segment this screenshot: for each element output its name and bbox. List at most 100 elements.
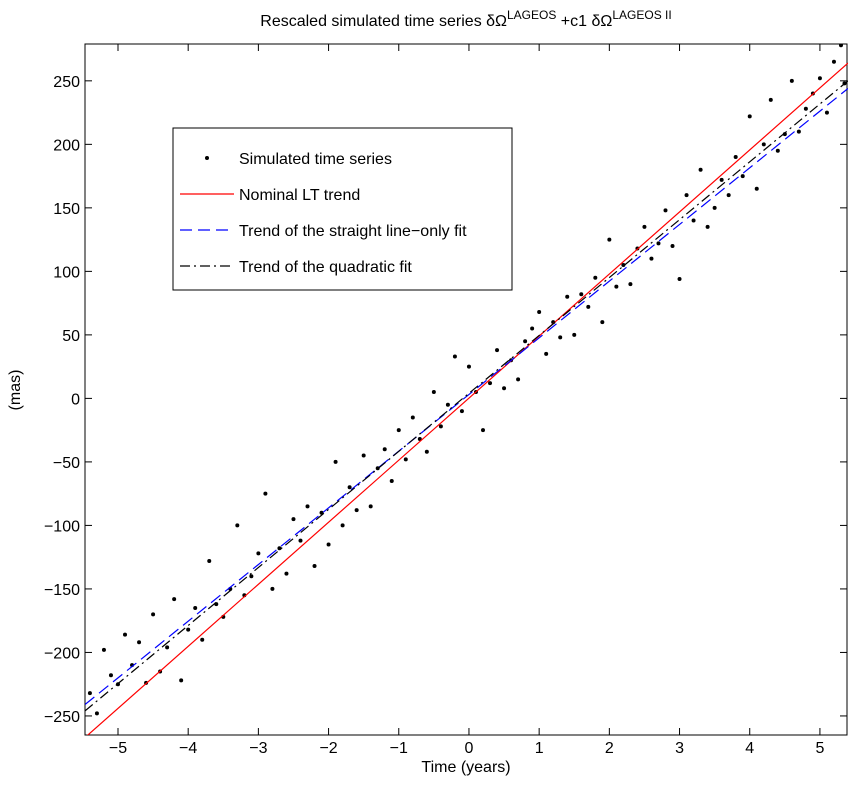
x-tick-label: 4 [745,740,754,757]
data-point [488,381,493,386]
data-point [607,237,612,242]
legend-box [172,127,513,291]
data-point [382,447,387,452]
x-tick-label: −3 [249,740,267,757]
data-point [768,97,773,102]
data-point [663,208,668,213]
chart-title: Rescaled simulated time series δΩ LAGEOS … [260,8,671,30]
title-superscript: LAGEOS II [612,8,671,22]
data-point [200,637,205,642]
data-point [284,571,289,576]
y-tick-label: −150 [44,582,80,599]
data-point [621,263,626,268]
data-point [593,275,598,280]
data-point [108,673,113,678]
data-point [312,564,317,569]
legend-label: Trend of the quadratic fit [239,259,412,276]
data-point [256,551,261,556]
y-tick-label: 50 [62,328,80,345]
legend-label: Trend of the straight line−only fit [239,223,467,240]
data-point [586,304,591,309]
x-axis-label: Time (years) [421,759,510,776]
x-tick-label: −5 [109,740,127,757]
data-point [431,390,436,395]
y-tick-label: 200 [53,137,80,154]
data-point [838,44,843,48]
data-point [733,155,738,160]
x-tick-label: −1 [390,740,408,757]
data-point [403,457,408,462]
data-point [691,218,696,223]
x-tick-label: 3 [675,740,684,757]
data-point [326,542,331,547]
data-point [361,453,366,458]
data-point [817,76,822,81]
data-point [803,106,808,111]
data-point [761,142,766,147]
data-point [87,691,92,696]
y-axis-label: (mas) [7,370,24,411]
data-point [466,364,471,369]
x-tick-label: −4 [179,740,197,757]
data-point [558,335,563,340]
data-point [445,402,450,407]
data-point [684,193,689,198]
data-point [537,310,542,315]
data-point [649,256,654,261]
data-point [186,627,191,632]
data-point [677,276,682,281]
title-superscript: LAGEOS [507,8,556,22]
data-point [740,174,745,179]
data-point [354,508,359,513]
data-point [712,205,717,210]
data-point [270,586,275,591]
data-point [705,224,710,229]
data-point [565,294,570,299]
trend-line [86,62,848,735]
data-point [396,428,401,433]
data-point [424,449,429,454]
y-tick-label: −200 [44,645,80,662]
y-tick-label: −50 [53,455,80,472]
data-point [172,597,177,602]
data-point [101,647,106,652]
data-point [544,351,549,356]
data-point [452,354,457,359]
data-point [179,678,184,683]
data-point [572,332,577,337]
x-tick-label: −2 [319,740,337,757]
data-point [137,640,142,645]
data-point [263,491,268,496]
data-point [614,284,619,289]
data-point [347,485,352,490]
y-tick-label: 150 [53,201,80,218]
data-point [530,326,535,331]
data-point [333,459,338,464]
data-point [94,711,99,716]
data-point [754,186,759,191]
data-point [340,523,345,528]
data-point [480,428,485,433]
data-point [642,224,647,229]
data-point [207,558,212,563]
legend-label: Simulated time series [239,151,392,168]
data-point [789,78,794,83]
data-point [502,386,507,391]
data-point [298,538,303,543]
x-tick-label: 5 [815,740,824,757]
data-point [831,59,836,64]
data-point [726,193,731,198]
y-tick-label: −100 [44,518,80,535]
data-point [775,148,780,153]
data-point [698,167,703,172]
data-point [796,129,801,134]
legend-marker [205,156,209,160]
data-point [747,114,752,119]
data-point [523,339,528,344]
data-point [495,348,500,353]
data-point [235,523,240,528]
y-tick-label: −250 [44,709,80,726]
data-point [410,415,415,420]
title-text: Rescaled simulated time series δΩ [260,13,507,30]
